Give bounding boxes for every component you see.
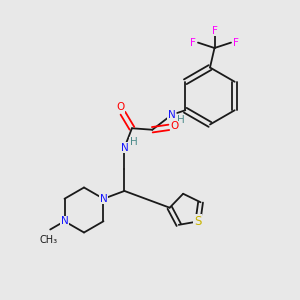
Text: O: O — [171, 122, 179, 131]
Text: N: N — [121, 143, 128, 153]
Text: N: N — [61, 216, 68, 226]
Text: H: H — [177, 115, 185, 124]
Text: F: F — [233, 38, 239, 48]
Text: S: S — [194, 215, 202, 228]
Text: N: N — [100, 194, 107, 204]
Text: F: F — [212, 26, 218, 36]
Text: O: O — [116, 102, 124, 112]
Text: CH₃: CH₃ — [40, 235, 58, 245]
Text: N: N — [168, 110, 176, 120]
Text: F: F — [190, 38, 196, 48]
Text: H: H — [130, 137, 137, 147]
